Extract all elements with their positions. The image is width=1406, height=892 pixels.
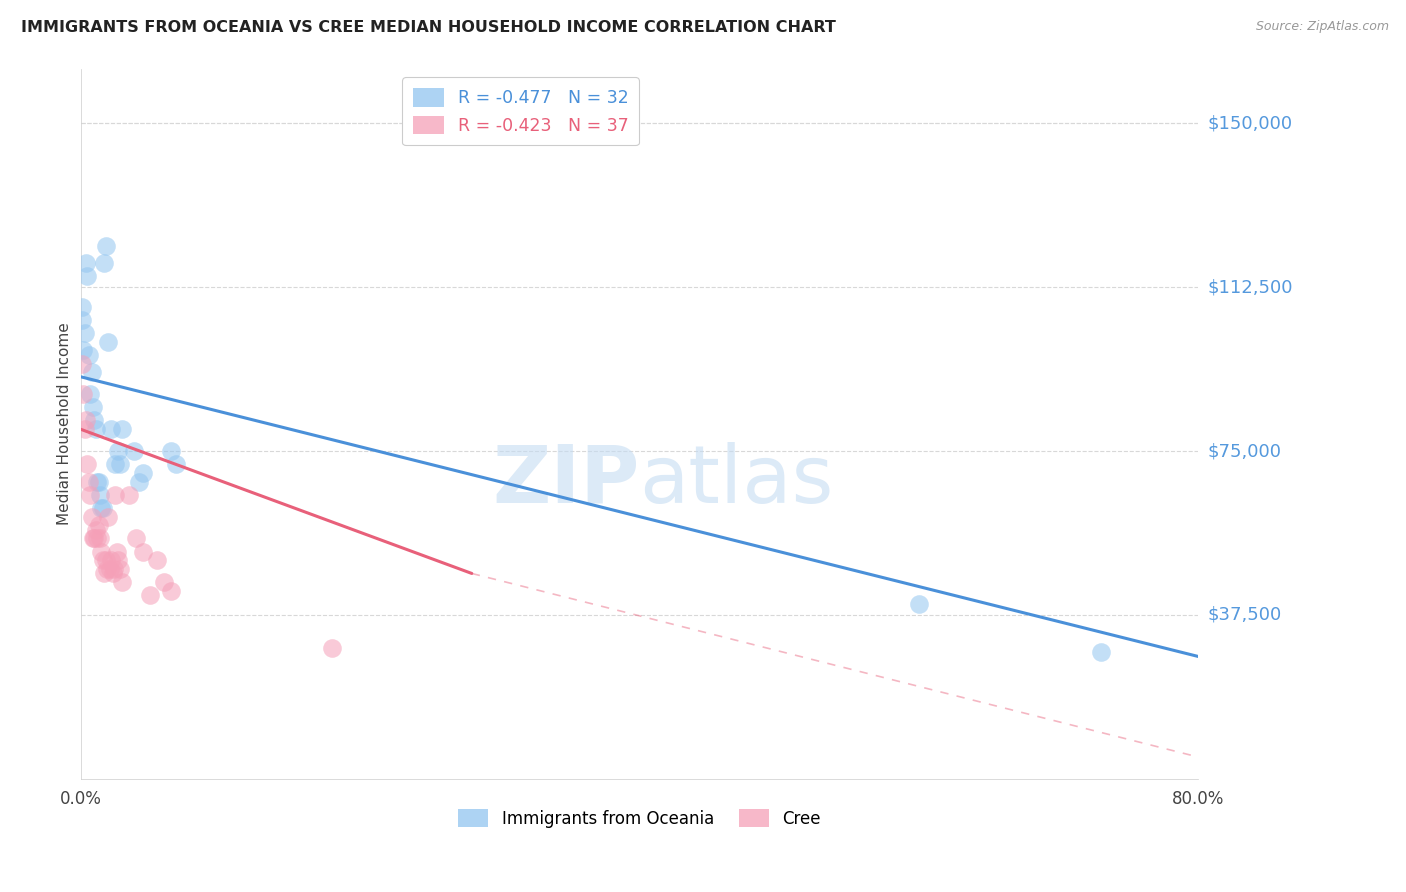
Point bbox=[76, 269, 98, 284]
Point bbox=[94, 553, 117, 567]
Point bbox=[96, 562, 118, 576]
Point bbox=[93, 566, 115, 581]
Point bbox=[72, 343, 94, 358]
Point bbox=[75, 256, 97, 270]
Point bbox=[82, 532, 104, 546]
Point bbox=[87, 475, 110, 489]
Point bbox=[70, 300, 93, 314]
Point bbox=[91, 553, 114, 567]
Point bbox=[321, 640, 343, 655]
Point bbox=[82, 401, 104, 415]
Text: IMMIGRANTS FROM OCEANIA VS CREE MEDIAN HOUSEHOLD INCOME CORRELATION CHART: IMMIGRANTS FROM OCEANIA VS CREE MEDIAN H… bbox=[21, 20, 837, 35]
Point bbox=[160, 583, 183, 598]
Point bbox=[76, 457, 98, 471]
Point bbox=[132, 466, 155, 480]
Point bbox=[146, 553, 169, 567]
Point bbox=[79, 488, 101, 502]
Point bbox=[89, 488, 111, 502]
Point bbox=[83, 413, 105, 427]
Point bbox=[90, 544, 112, 558]
Point bbox=[107, 553, 129, 567]
Point bbox=[108, 562, 131, 576]
Point bbox=[103, 562, 125, 576]
Point bbox=[79, 387, 101, 401]
Point bbox=[72, 387, 94, 401]
Point bbox=[87, 518, 110, 533]
Legend: Immigrants from Oceania, Cree: Immigrants from Oceania, Cree bbox=[451, 803, 827, 835]
Text: atlas: atlas bbox=[640, 442, 834, 519]
Point bbox=[93, 256, 115, 270]
Point bbox=[107, 444, 129, 458]
Y-axis label: Median Household Income: Median Household Income bbox=[58, 322, 72, 525]
Point bbox=[80, 509, 103, 524]
Point bbox=[165, 457, 187, 471]
Point bbox=[86, 532, 108, 546]
Point bbox=[100, 553, 122, 567]
Text: $37,500: $37,500 bbox=[1208, 606, 1281, 624]
Text: Source: ZipAtlas.com: Source: ZipAtlas.com bbox=[1256, 20, 1389, 33]
Point bbox=[84, 523, 107, 537]
Point bbox=[73, 326, 96, 340]
Point bbox=[73, 422, 96, 436]
Text: $112,500: $112,500 bbox=[1208, 278, 1292, 296]
Point bbox=[104, 457, 127, 471]
Point bbox=[80, 365, 103, 379]
Text: $150,000: $150,000 bbox=[1208, 114, 1292, 132]
Point bbox=[128, 475, 150, 489]
Point bbox=[160, 444, 183, 458]
Point bbox=[122, 444, 145, 458]
Point bbox=[1090, 645, 1112, 659]
Text: ZIP: ZIP bbox=[492, 442, 640, 519]
Point bbox=[104, 488, 127, 502]
Point bbox=[89, 532, 111, 546]
Point bbox=[111, 422, 134, 436]
Point bbox=[908, 597, 931, 611]
Point bbox=[91, 500, 114, 515]
Point bbox=[86, 475, 108, 489]
Point bbox=[70, 357, 93, 371]
Point bbox=[83, 532, 105, 546]
Point bbox=[100, 422, 122, 436]
Point bbox=[101, 566, 124, 581]
Point bbox=[97, 334, 120, 349]
Point bbox=[77, 475, 100, 489]
Point bbox=[153, 575, 176, 590]
Point bbox=[105, 544, 128, 558]
Point bbox=[125, 532, 148, 546]
Point bbox=[90, 500, 112, 515]
Point bbox=[94, 238, 117, 252]
Point bbox=[139, 588, 162, 602]
Point bbox=[132, 544, 155, 558]
Point bbox=[111, 575, 134, 590]
Point bbox=[77, 348, 100, 362]
Text: $75,000: $75,000 bbox=[1208, 442, 1281, 460]
Point bbox=[118, 488, 141, 502]
Point bbox=[98, 562, 121, 576]
Point bbox=[97, 509, 120, 524]
Point bbox=[108, 457, 131, 471]
Point bbox=[70, 313, 93, 327]
Point bbox=[75, 413, 97, 427]
Point bbox=[84, 422, 107, 436]
